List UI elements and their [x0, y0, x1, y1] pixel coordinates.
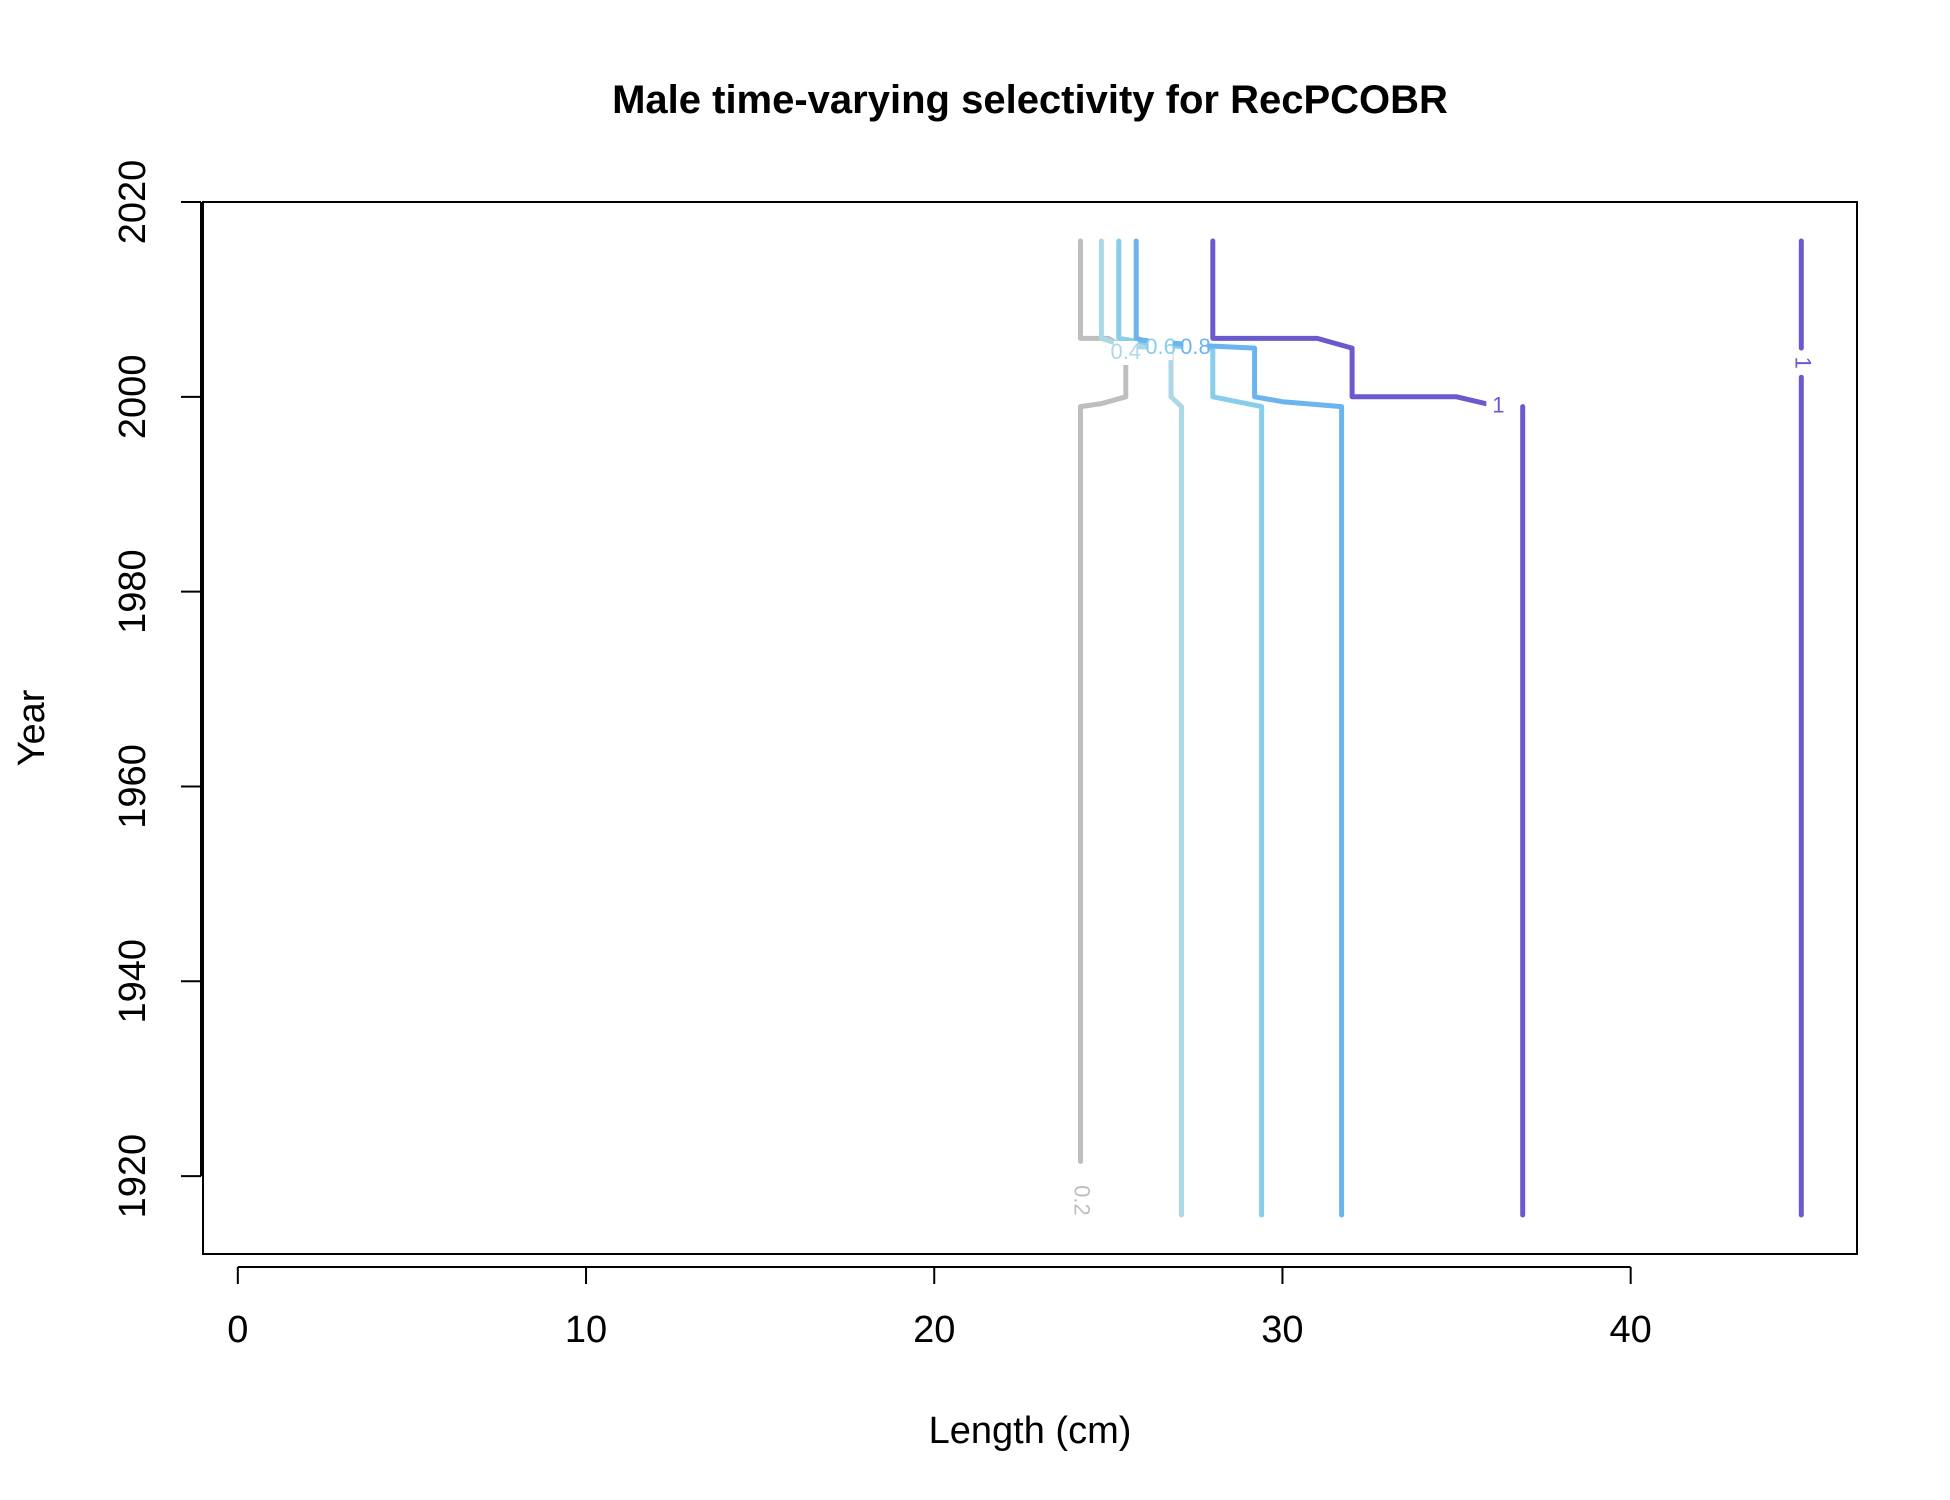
contour-label: 0.8	[1180, 334, 1211, 359]
contour-lines	[1078, 238, 1804, 1218]
x-tick-label: 30	[1261, 1309, 1303, 1351]
contour-label-bg	[1113, 340, 1138, 365]
y-tick-label: 1940	[112, 939, 154, 1024]
contour-label-bg	[1486, 394, 1511, 419]
contour-line-0-6	[1116, 238, 1265, 1218]
x-tick-label: 20	[913, 1309, 955, 1351]
x-axis: 0 10 20 30 40	[227, 1266, 1652, 1351]
contour-label-bg	[1068, 1188, 1093, 1213]
contour-label-bg	[1183, 336, 1208, 361]
contour-line-0-4	[1098, 238, 1184, 1218]
contour-label: 0.6	[1145, 334, 1176, 359]
x-tick-label: 40	[1610, 1309, 1652, 1351]
contour-line-1	[1210, 238, 1501, 410]
contour-label: 1	[1790, 357, 1815, 369]
contour-labels: 0.2 0.4 0.6 0.8 1 1	[1068, 334, 1815, 1216]
contour-label: 1	[1492, 392, 1504, 417]
x-axis-title: Length (cm)	[929, 1410, 1132, 1452]
contour-label: 0.4	[1110, 339, 1141, 364]
y-axis: 1920 1940 1960 1980 2000 2020	[112, 160, 202, 1219]
contour-label-bg	[1148, 336, 1173, 361]
y-tick-label: 1960	[112, 744, 154, 829]
x-tick-label: 0	[227, 1309, 248, 1351]
y-tick-label: 2020	[112, 160, 154, 245]
y-tick-label: 1980	[112, 549, 154, 634]
chart-title: Male time-varying selectivity for RecPCO…	[612, 78, 1448, 122]
y-axis-title: Year	[11, 689, 53, 766]
y-tick-label: 1920	[112, 1134, 154, 1219]
plot-area-frame	[202, 201, 1858, 1255]
contour-label: 0.2	[1070, 1185, 1095, 1216]
x-tick-label: 10	[565, 1309, 607, 1351]
y-tick-label: 2000	[112, 355, 154, 440]
contour-line-0-8	[1133, 238, 1345, 1218]
contour-label-bg	[1789, 350, 1814, 375]
contour-line-0-2	[1078, 238, 1129, 1164]
